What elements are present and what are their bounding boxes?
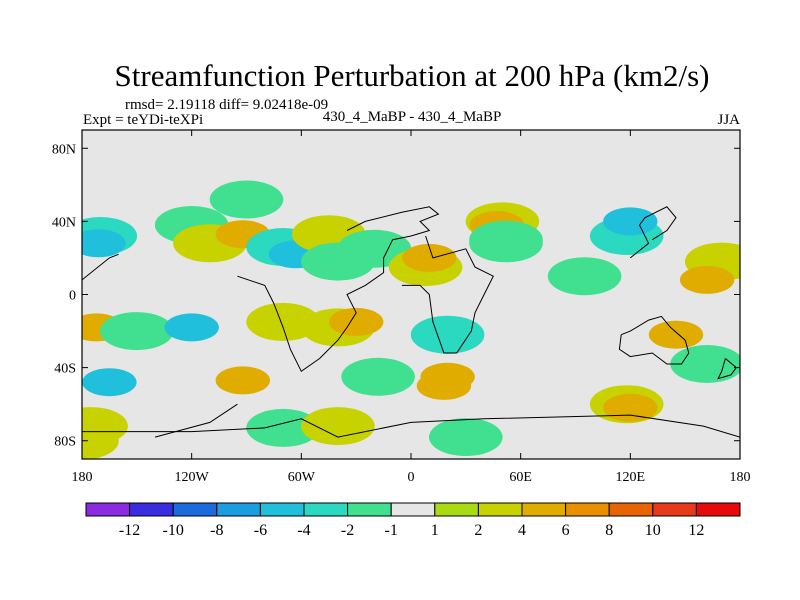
field-cell-42 [82, 421, 119, 459]
field-cell-24 [164, 313, 219, 342]
x-tick-label-5: 120E [616, 470, 646, 485]
coastline-3 [618, 315, 690, 365]
stats-label: rmsd= 2.19118 diff= 9.02418e-09 [125, 97, 328, 113]
colorbar-box-14 [695, 502, 741, 517]
colorbar-label-3: -6 [254, 522, 267, 539]
field-cell-40 [429, 418, 503, 457]
colorbar-box-2 [172, 502, 218, 517]
colorbar-box-3 [216, 502, 261, 517]
experiment-label: Expt = teYDi-teXPi [83, 112, 203, 128]
field-cell-39 [301, 407, 375, 446]
colorbar-label-7: 1 [431, 522, 439, 539]
x-tick-label-4: 60E [509, 470, 532, 485]
coastline-7 [154, 403, 238, 438]
y-tick-label-4: 80S [54, 435, 76, 450]
x-tick-label-1: 120W [175, 470, 210, 485]
field-cell-5 [209, 180, 284, 219]
field-cell-18 [603, 207, 658, 236]
colorbar-box-10 [521, 502, 567, 517]
colorbar-box-12 [608, 502, 654, 517]
coastline-1 [401, 235, 494, 354]
chart-title: Streamfunction Perturbation at 200 hPa (… [115, 58, 710, 93]
colorbar-label-9: 4 [518, 522, 526, 539]
field-cell-28 [410, 315, 485, 354]
field-cell-32 [215, 366, 270, 395]
colorbar-label-0: -12 [119, 522, 140, 539]
field-cell-21 [469, 220, 543, 259]
colorbar-box-1 [129, 502, 174, 517]
season-label: JJA [717, 112, 740, 128]
field-cell-1 [82, 229, 126, 258]
colorbar-label-4: -4 [297, 522, 310, 539]
coastline-0 [237, 206, 440, 373]
colorbar-label-11: 8 [605, 522, 613, 539]
x-tick-label-6: 180 [730, 470, 751, 485]
colorbar-box-11 [565, 502, 610, 517]
colorbar-label-1: -10 [163, 522, 184, 539]
colorbar-label-6: -1 [385, 522, 398, 539]
coastlines [82, 206, 740, 438]
y-tick-label-0: 80N [52, 142, 76, 157]
coastline-6 [82, 253, 119, 281]
case-label: 430_4_MaBP - 430_4_MaBP [323, 109, 502, 125]
colorbar-label-8: 2 [474, 522, 482, 539]
colorbar-box-0 [85, 502, 131, 517]
y-tick-label-1: 40N [52, 215, 76, 230]
field-cell-25 [246, 302, 320, 341]
field-cell-27 [329, 307, 384, 336]
coastline-5 [82, 414, 740, 438]
colorbar-box-13 [652, 502, 697, 517]
coastline-2 [629, 206, 677, 259]
colorbar-box-4 [259, 502, 305, 517]
colorbar-box-8 [434, 502, 479, 517]
field-cell-23 [100, 312, 174, 351]
field-cell-29 [648, 320, 704, 349]
y-tick-label-3: 40S [54, 362, 76, 377]
x-tick-label-3: 0 [408, 470, 415, 485]
colorbar-label-10: 6 [562, 522, 570, 539]
x-tick-label-0: 180 [72, 470, 93, 485]
field-cell-31 [82, 368, 137, 397]
colorbar-label-12: 10 [645, 522, 661, 539]
colorbar-label-5: -2 [341, 522, 354, 539]
field-cell-35 [416, 371, 472, 400]
y-tick-label-2: 0 [69, 289, 76, 304]
field-cell-33 [341, 357, 415, 396]
field-cell-16 [547, 257, 622, 296]
map-plot-area [81, 129, 741, 460]
field-cell-20 [679, 265, 735, 294]
colorbar-box-9 [477, 502, 523, 517]
coastline-4 [717, 358, 737, 380]
colorbar-label-13: 12 [688, 522, 704, 539]
x-tick-label-2: 60W [288, 470, 316, 485]
colorbar-box-6 [347, 502, 392, 517]
colorbar-box-7 [390, 502, 436, 517]
colorbar-box-5 [303, 502, 349, 517]
field-cell-37 [603, 393, 658, 422]
colorbar-label-2: -8 [210, 522, 223, 539]
field-cell-12 [402, 243, 457, 272]
